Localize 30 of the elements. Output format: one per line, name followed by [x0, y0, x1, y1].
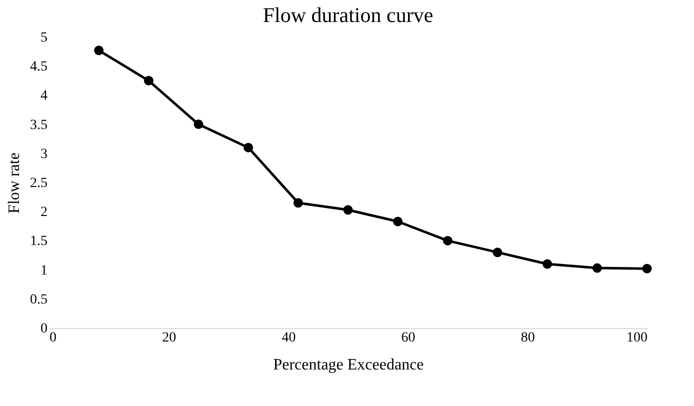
- x-tick-label: 60: [401, 330, 416, 346]
- point: [393, 216, 403, 226]
- y-tick-label: 1: [40, 263, 48, 278]
- y-tick-label: 0.5: [30, 292, 48, 308]
- point: [194, 120, 204, 130]
- x-tick-label: 20: [162, 330, 176, 346]
- y-axis-title: Flow rate: [6, 152, 23, 214]
- y-tick-label: 3.5: [30, 118, 48, 133]
- point: [592, 263, 602, 273]
- y-tick-label: 2: [40, 205, 48, 220]
- point: [94, 46, 104, 56]
- point: [642, 264, 652, 274]
- x-axis-title: Percentage Exceedance: [273, 356, 424, 374]
- point: [293, 198, 303, 208]
- chart-title: Flow duration curve: [262, 3, 434, 27]
- y-tick-label: 4.5: [30, 60, 48, 75]
- x-tick-label: 100: [626, 330, 648, 346]
- x-tick-label: 80: [520, 330, 535, 346]
- y-tick-label: 4: [40, 88, 48, 104]
- y-tick-label: 2.5: [30, 176, 48, 191]
- y-tick-label: 3: [40, 146, 48, 162]
- point: [244, 142, 254, 152]
- point: [144, 76, 154, 86]
- y-tick-label: 5: [40, 30, 48, 46]
- point: [542, 259, 552, 269]
- x-tick-label: 40: [282, 330, 296, 346]
- y-tick-label: 1.5: [30, 234, 48, 250]
- point: [343, 205, 353, 215]
- point: [442, 236, 452, 246]
- point: [492, 248, 502, 258]
